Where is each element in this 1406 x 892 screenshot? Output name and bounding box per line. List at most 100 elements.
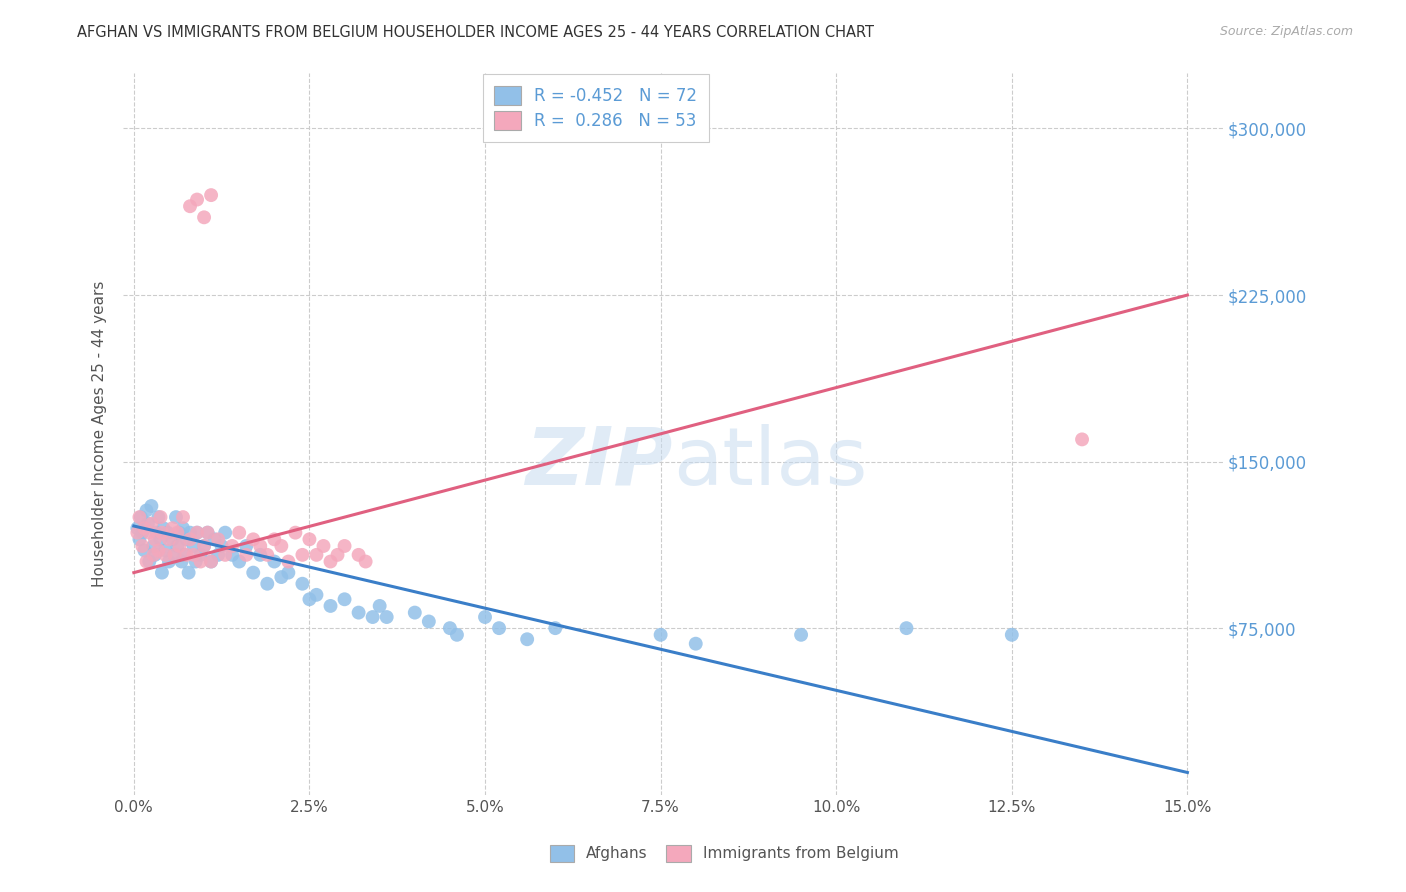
Point	[172, 521, 194, 535]
Point	[347, 606, 370, 620]
Point	[284, 525, 307, 540]
Point	[142, 548, 165, 562]
Point	[249, 548, 271, 562]
Point	[439, 621, 461, 635]
Point	[138, 525, 160, 540]
Point	[263, 555, 285, 569]
Point	[143, 533, 166, 547]
Point	[228, 525, 250, 540]
Point	[134, 521, 156, 535]
Point	[235, 548, 257, 562]
Point	[183, 539, 205, 553]
Text: ZIP: ZIP	[526, 424, 673, 501]
Point	[221, 548, 243, 562]
Point	[190, 548, 212, 562]
Point	[149, 533, 172, 547]
Point	[1001, 628, 1024, 642]
Point	[277, 566, 299, 580]
Point	[127, 525, 149, 540]
Point	[179, 525, 201, 540]
Point	[211, 539, 233, 553]
Point	[148, 543, 170, 558]
Point	[131, 539, 153, 553]
Point	[186, 193, 208, 207]
Point	[197, 525, 219, 540]
Point	[135, 503, 157, 517]
Point	[170, 555, 193, 569]
Point	[193, 539, 215, 553]
Point	[166, 525, 188, 540]
Point	[896, 621, 918, 635]
Point	[333, 539, 356, 553]
Point	[790, 628, 813, 642]
Point	[157, 555, 180, 569]
Text: atlas: atlas	[673, 424, 868, 501]
Point	[263, 533, 285, 547]
Point	[488, 621, 510, 635]
Point	[319, 555, 342, 569]
Point	[256, 576, 278, 591]
Point	[200, 555, 222, 569]
Point	[312, 539, 335, 553]
Point	[242, 566, 264, 580]
Point	[172, 510, 194, 524]
Point	[150, 566, 173, 580]
Point	[179, 199, 201, 213]
Point	[404, 606, 426, 620]
Point	[131, 525, 153, 540]
Point	[214, 525, 236, 540]
Point	[163, 548, 186, 562]
Point	[368, 599, 391, 613]
Point	[149, 510, 172, 524]
Point	[200, 555, 222, 569]
Legend: Afghans, Immigrants from Belgium: Afghans, Immigrants from Belgium	[544, 838, 904, 868]
Point	[145, 525, 167, 540]
Text: Source: ZipAtlas.com: Source: ZipAtlas.com	[1219, 25, 1353, 38]
Point	[155, 548, 177, 562]
Point	[326, 548, 349, 562]
Point	[186, 525, 208, 540]
Point	[221, 539, 243, 553]
Point	[200, 188, 222, 202]
Point	[375, 610, 398, 624]
Point	[319, 599, 342, 613]
Point	[176, 548, 198, 562]
Point	[155, 543, 177, 558]
Point	[298, 533, 321, 547]
Point	[162, 533, 184, 547]
Point	[141, 499, 163, 513]
Point	[228, 555, 250, 569]
Point	[179, 533, 201, 547]
Point	[173, 548, 195, 562]
Point	[204, 533, 226, 547]
Point	[152, 521, 174, 535]
Point	[128, 510, 150, 524]
Point	[186, 525, 208, 540]
Point	[197, 525, 219, 540]
Point	[141, 516, 163, 531]
Point	[127, 521, 149, 535]
Point	[148, 510, 170, 524]
Point	[163, 548, 186, 562]
Point	[256, 548, 278, 562]
Point	[418, 615, 440, 629]
Point	[685, 637, 707, 651]
Point	[354, 555, 377, 569]
Point	[169, 539, 191, 553]
Point	[207, 533, 229, 547]
Point	[143, 548, 166, 562]
Point	[305, 588, 328, 602]
Point	[169, 525, 191, 540]
Point	[214, 548, 236, 562]
Point	[184, 555, 207, 569]
Point	[166, 539, 188, 553]
Point	[298, 592, 321, 607]
Point	[305, 548, 328, 562]
Point	[333, 592, 356, 607]
Point	[291, 576, 314, 591]
Point	[446, 628, 468, 642]
Point	[207, 548, 229, 562]
Point	[138, 555, 160, 569]
Point	[249, 539, 271, 553]
Point	[193, 211, 215, 225]
